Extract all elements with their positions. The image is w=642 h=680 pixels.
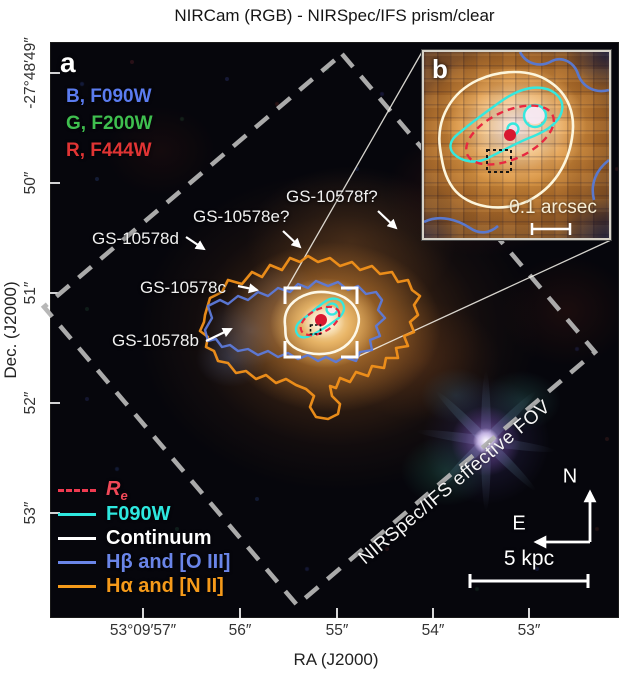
east-label: E	[512, 512, 526, 535]
inset-scale-label: 0.1 arcsec	[509, 197, 597, 218]
legend-row-hbeta: Hβ and [O III]	[58, 550, 230, 574]
panel-a-label: a	[60, 47, 76, 78]
rgb-legend-green: G, F200W	[66, 113, 153, 134]
f090w-label: F090W	[106, 502, 171, 525]
north-label: N	[562, 465, 578, 488]
y-tick-label: 53″	[22, 501, 39, 525]
x-tick-label: 56″	[228, 622, 252, 639]
legend-row-re: Re	[58, 477, 128, 503]
hbeta-label: Hβ and [O III]	[106, 550, 231, 573]
inset-pixelation	[424, 52, 609, 238]
background-star-noise	[51, 43, 53, 45]
galaxy-right-extension	[341, 301, 501, 421]
inset-contours	[424, 52, 609, 235]
panel-b-label: b	[432, 54, 448, 84]
blue-clump	[206, 296, 296, 366]
y-tick-label: 51″	[22, 281, 39, 305]
halpha-line-sample	[58, 584, 96, 588]
y-tick-label: -27°48′49″	[22, 37, 39, 109]
legend-row-continuum: Continuum	[58, 526, 212, 550]
inset-continuum-contour	[438, 70, 575, 209]
figure-title: NIRCam (RGB) - NIRSpec/IFS prism/clear	[174, 6, 495, 25]
label-gs-10578c: GS-10578c	[140, 278, 226, 297]
galaxy-core-glow	[270, 278, 380, 368]
galaxy-mid-glow	[221, 242, 441, 412]
blue-clump	[196, 331, 266, 387]
star-blue-patch	[421, 368, 491, 423]
x-tick-label: 53°09′57″	[109, 622, 177, 639]
inset-effective-radius-ellipse	[465, 104, 555, 166]
inset-center-dot	[504, 129, 516, 141]
label-gs-10578f: GS-10578f?	[286, 187, 378, 206]
inset-dotted-aperture-box	[486, 149, 512, 173]
legend-row-f090w: F090W	[58, 502, 170, 526]
x-axis-label: RA (J2000)	[293, 650, 379, 669]
legend-row-halpha: Hα and [N II]	[58, 574, 224, 598]
inset-bright-clump	[525, 106, 545, 124]
rgb-legend-blue: B, F090W	[66, 86, 152, 107]
rgb-legend-red: R, F444W	[66, 140, 152, 161]
label-gs-10578d: GS-10578d	[92, 229, 179, 248]
inset-panel-b: b 0.1 arcsec	[422, 50, 611, 240]
inset-hbeta-contour	[424, 52, 609, 234]
label-gs-10578b: GS-10578b	[112, 331, 199, 350]
scale-bar-label: 5 kpc	[503, 547, 555, 570]
f090w-line-sample	[58, 512, 96, 516]
continuum-line-sample	[58, 536, 96, 540]
faint-red-patch	[501, 256, 618, 366]
y-tick-label: 50″	[22, 171, 39, 195]
inset-scale-bar	[530, 223, 572, 235]
re-line-sample	[58, 488, 96, 492]
label-gs-10578e: GS-10578e?	[193, 207, 290, 226]
x-tick-label: 54″	[421, 622, 445, 639]
re-label: Re	[106, 477, 128, 503]
halpha-label: Hα and [N II]	[106, 574, 224, 597]
y-axis-label: Dec. (J2000)	[1, 281, 20, 379]
blue-clump	[241, 264, 321, 328]
y-tick-label: 52″	[22, 391, 39, 415]
continuum-label: Continuum	[106, 526, 212, 549]
x-tick-label: 53″	[517, 622, 541, 639]
galaxy-nucleus	[301, 303, 345, 339]
x-tick-label: 55″	[325, 622, 349, 639]
hbeta-line-sample	[58, 560, 96, 564]
